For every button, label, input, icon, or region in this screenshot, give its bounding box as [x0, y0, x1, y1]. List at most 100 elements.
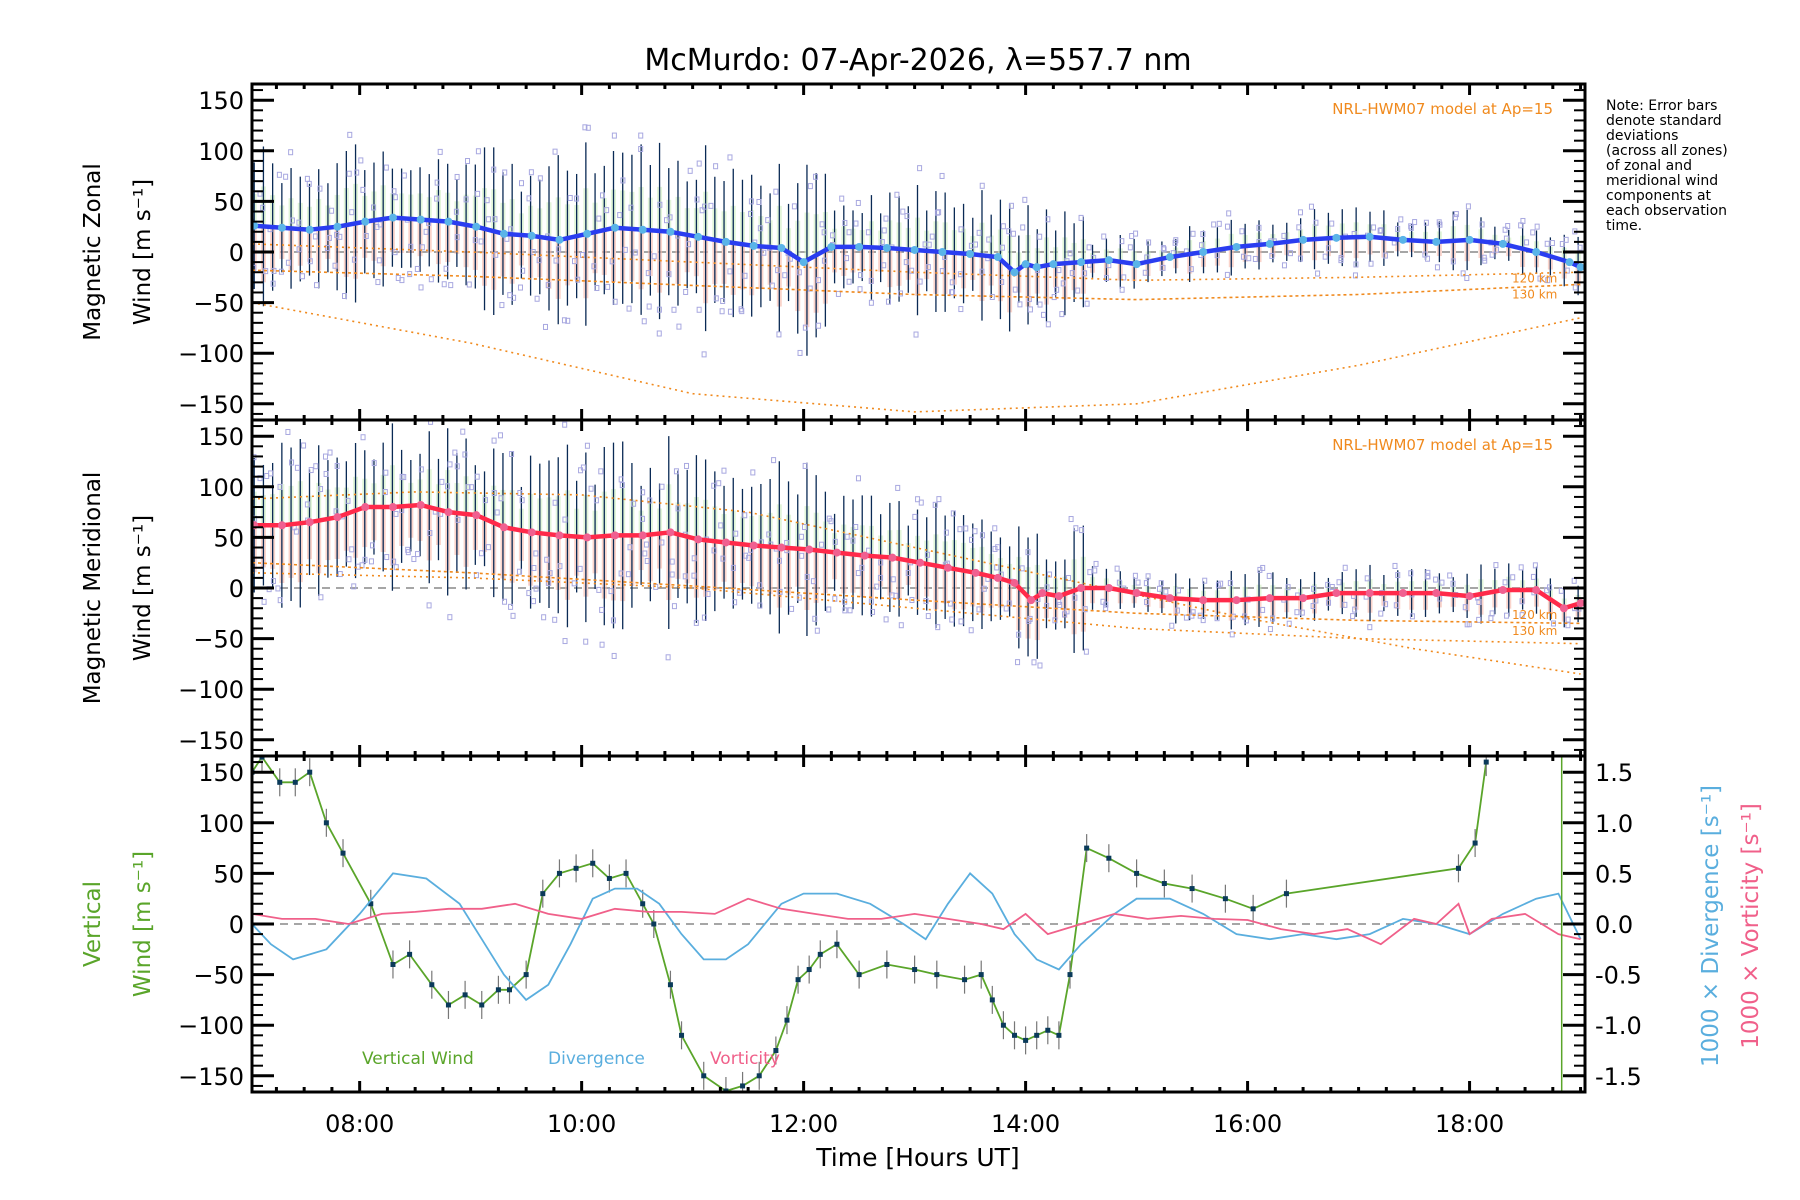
sample-marker — [1577, 244, 1583, 251]
sample-marker — [1453, 211, 1459, 218]
sample-marker — [508, 603, 514, 610]
sample-marker — [346, 556, 352, 563]
sample-marker — [756, 198, 762, 205]
sample-marker — [1350, 613, 1356, 620]
sample-marker — [494, 509, 500, 516]
sample-marker — [802, 462, 808, 469]
x-axis-label: Time [Hours UT] — [815, 1143, 1019, 1172]
sample-marker — [979, 182, 985, 189]
sample-marker — [894, 191, 900, 198]
data-point — [834, 941, 840, 947]
sample-marker — [771, 457, 777, 464]
sample-marker — [1146, 239, 1152, 246]
y2-tick-label: 1.5 — [1595, 759, 1633, 787]
y2-label-vorticity: 1000 × Vorticity [s⁻¹] — [1738, 803, 1764, 1049]
note-line: components at — [1606, 188, 1712, 204]
sample-marker — [950, 289, 956, 296]
sample-marker — [1045, 321, 1051, 328]
sample-marker — [448, 282, 454, 289]
note-line: Note: Error bars — [1606, 98, 1717, 114]
sample-marker — [757, 582, 763, 589]
sample-marker — [1489, 251, 1495, 258]
y-tick-label: −150 — [178, 727, 244, 755]
sample-marker — [812, 615, 818, 622]
series-point — [749, 541, 758, 550]
sample-marker — [1294, 609, 1300, 616]
series-point — [1532, 586, 1541, 595]
sample-marker — [720, 555, 726, 562]
sample-marker — [1462, 604, 1468, 611]
sample-marker — [599, 606, 605, 613]
y-tick-label: 100 — [198, 474, 244, 502]
data-point — [740, 1083, 746, 1089]
sample-marker — [596, 215, 602, 222]
sample-marker — [572, 258, 578, 265]
data-point — [556, 870, 562, 876]
series-point — [1165, 253, 1174, 262]
sample-marker — [1073, 525, 1079, 532]
sample-marker — [1504, 612, 1510, 619]
series-point — [1199, 248, 1208, 256]
sample-marker — [1256, 224, 1262, 231]
series-point — [305, 518, 314, 527]
y-tick-label: 150 — [198, 759, 244, 787]
sample-marker — [913, 331, 919, 338]
sample-marker — [819, 541, 825, 548]
sample-marker — [322, 453, 328, 460]
data-point — [679, 1032, 685, 1038]
sample-marker — [1161, 246, 1167, 253]
sample-marker — [519, 497, 525, 504]
sample-marker — [270, 280, 276, 287]
data-point — [606, 875, 612, 881]
y-tick-label: 50 — [213, 860, 244, 888]
sample-marker — [312, 233, 318, 240]
sample-marker — [296, 246, 302, 253]
sample-marker — [567, 194, 573, 201]
sample-marker — [1502, 226, 1508, 233]
sample-marker — [1398, 216, 1404, 223]
sample-marker — [1367, 624, 1373, 631]
data-point — [1056, 1032, 1062, 1038]
series-line-vorticity — [252, 897, 1581, 946]
sample-marker — [392, 194, 398, 201]
sample-marker — [769, 282, 775, 289]
sample-marker — [673, 468, 679, 475]
series-point — [1365, 232, 1374, 241]
sample-marker — [626, 305, 632, 312]
sample-marker — [1325, 581, 1331, 588]
sample-marker — [746, 554, 752, 561]
sample-marker — [1114, 565, 1120, 572]
sample-marker — [401, 474, 407, 481]
y-label-line1: Vertical — [80, 881, 106, 967]
sample-marker — [1296, 224, 1302, 231]
sample-marker — [1026, 617, 1032, 624]
data-point — [307, 769, 313, 775]
sample-marker — [1160, 264, 1166, 271]
sample-marker — [384, 554, 390, 561]
data-point — [723, 1088, 729, 1092]
sample-marker — [711, 547, 717, 554]
sample-marker — [1450, 580, 1456, 587]
sample-marker — [958, 226, 964, 233]
sample-marker — [847, 607, 853, 614]
data-point — [912, 967, 918, 973]
sample-marker — [1022, 196, 1028, 203]
sample-marker — [1433, 576, 1439, 583]
sample-marker — [260, 204, 266, 211]
series-point — [333, 222, 342, 231]
sample-marker — [1422, 251, 1428, 258]
sample-marker — [1434, 264, 1440, 271]
sample-marker — [1224, 223, 1230, 230]
sample-marker — [659, 539, 665, 546]
series-point — [1038, 589, 1047, 598]
sample-marker — [915, 496, 921, 503]
series-point — [1365, 589, 1374, 598]
series-point — [527, 231, 536, 240]
sample-marker — [1315, 270, 1321, 277]
y2-tick-label: 0.5 — [1595, 860, 1633, 888]
sample-marker — [694, 196, 700, 203]
sample-marker — [935, 624, 941, 631]
sample-marker — [1101, 233, 1107, 240]
sample-marker — [329, 207, 335, 214]
sample-marker — [574, 195, 580, 202]
